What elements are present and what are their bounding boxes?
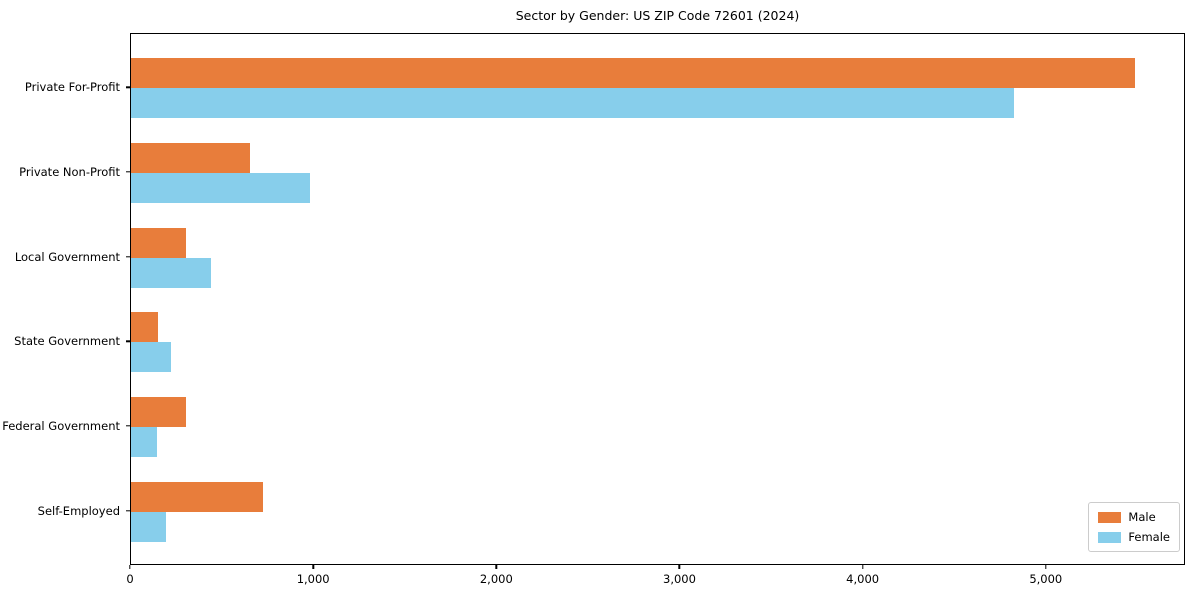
bar-male-local-government [131, 227, 186, 258]
y-tick-self-employed [126, 510, 130, 512]
legend: Male Female [1088, 502, 1180, 552]
x-tick-1000 [312, 565, 314, 569]
y-label-state-government: State Government [14, 334, 120, 349]
bar-female-self-employed [131, 511, 166, 542]
legend-entry-male: Male [1098, 510, 1170, 524]
x-tick-4000 [861, 565, 864, 569]
y-label-self-employed: Self-Employed [37, 503, 120, 518]
x-tick-label-1000: 1,000 [296, 572, 330, 586]
y-label-local-government: Local Government [14, 249, 120, 264]
x-tick-5000 [1045, 565, 1047, 569]
y-label-private-for-profit: Private For-Profit [24, 80, 120, 95]
bar-female-state-government [131, 342, 172, 373]
y-tick-private-for-profit [126, 86, 130, 88]
x-tick-label-2000: 2,000 [479, 572, 513, 586]
legend-label-female: Female [1128, 530, 1170, 544]
x-tick-2000 [495, 565, 498, 569]
bar-male-private-non-profit [131, 142, 250, 173]
bar-female-local-government [131, 257, 212, 288]
bar-female-federal-government [131, 427, 157, 458]
x-axis: 0 1,000 2,000 3,000 4,000 5,000 [126, 565, 1185, 595]
x-tick-3000 [678, 565, 681, 569]
x-tick-label-3000: 3,000 [663, 572, 696, 586]
y-label-federal-government: Federal Government [2, 419, 120, 434]
y-axis: Private For-Profit Private Non-Profit Loca… [0, 33, 130, 565]
bar-male-private-for-profit [131, 58, 1135, 89]
y-label-private-non-profit: Private Non-Profit [19, 164, 120, 179]
bar-male-federal-government [131, 397, 186, 428]
y-tick-federal-government [126, 425, 130, 427]
x-tick-label-4000: 4,000 [846, 572, 880, 586]
x-tick-label-0: 0 [126, 572, 134, 586]
chart-title: Sector by Gender: US ZIP Code 72601 (202… [515, 8, 800, 23]
y-tick-state-government [126, 340, 130, 343]
bar-female-private-for-profit [131, 88, 1014, 119]
legend-entry-female: Female [1098, 530, 1170, 544]
plot-area: Male Female [130, 33, 1185, 565]
legend-label-male: Male [1128, 510, 1156, 524]
x-tick-0 [129, 565, 131, 569]
legend-swatch-male [1098, 511, 1122, 523]
y-tick-local-government [126, 255, 130, 258]
legend-swatch-female [1098, 531, 1122, 543]
bar-male-state-government [131, 312, 159, 343]
y-tick-private-non-profit [126, 171, 130, 173]
x-tick-label-5000: 5,000 [1029, 572, 1063, 586]
bar-male-self-employed [131, 481, 263, 512]
bar-female-private-non-profit [131, 172, 311, 203]
